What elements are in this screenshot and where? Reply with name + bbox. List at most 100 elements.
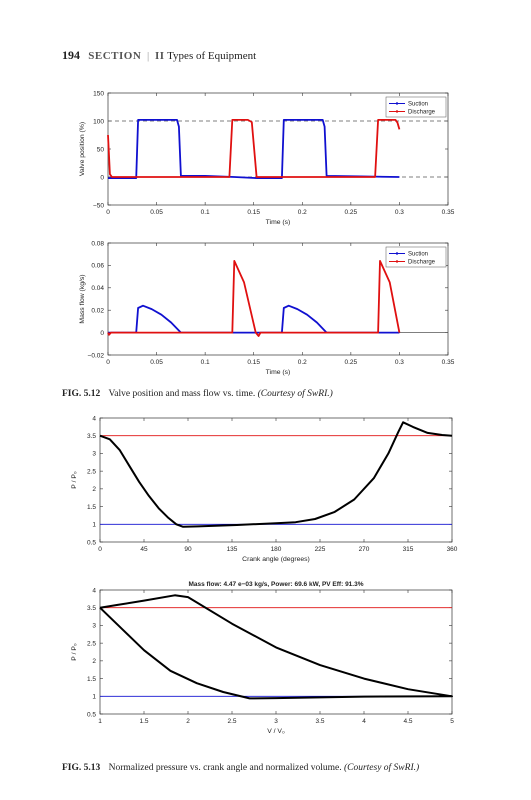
caption-text: Normalized pressure vs. crank angle and …	[108, 763, 342, 773]
x-tick-label: 1	[98, 718, 102, 725]
y-tick-label: 0	[100, 174, 104, 181]
y-tick-label: 1.5	[87, 504, 96, 511]
section-title: Types of Equipment	[167, 50, 257, 62]
chart-mass: 0 0.05 0.1 0.15 0.2 0.25 0.3 0.35−0.0200.020.04…	[79, 240, 455, 376]
x-tick-label: 315	[403, 546, 414, 553]
x-tick-label: 0.05	[150, 209, 163, 216]
y-tick-label: 4	[92, 415, 96, 422]
x-tick-label: 0.1	[201, 359, 210, 366]
plot-frame	[99, 417, 453, 543]
x-tick-label: 0.35	[442, 209, 455, 216]
figure-label: FIG. 5.12	[62, 389, 101, 399]
x-tick-label: 3	[274, 718, 278, 725]
series-line	[99, 421, 453, 528]
y-tick-label: 3.5	[87, 433, 96, 440]
figure-caption-5-12: FIG. 5.12 Valve position and mass flow v…	[62, 389, 333, 399]
y-tick-label: 1	[92, 694, 96, 701]
x-tick-label: 0.35	[442, 359, 455, 366]
legend-label: Discharge	[408, 260, 436, 266]
x-tick-label: 0	[106, 359, 110, 366]
series-line-suction	[108, 119, 400, 179]
y-tick-label: 50	[97, 146, 105, 153]
x-tick-label: 0.25	[345, 359, 358, 366]
y-tick-label: 3	[92, 623, 96, 630]
y-axis-label: Valve position (%)	[79, 122, 86, 176]
x-tick-label: 0	[98, 546, 102, 553]
caption-credit: (Courtesy of SwRI.)	[343, 763, 420, 773]
x-tick-label: 0.05	[150, 359, 163, 366]
x-tick-label: 0.25	[345, 209, 358, 216]
y-axis-label: P / P₀	[71, 643, 78, 661]
section-label: SECTION	[88, 50, 142, 62]
x-tick-label: 135	[227, 546, 238, 553]
x-tick-label: 2.5	[227, 718, 236, 725]
divider: |	[147, 50, 150, 62]
y-tick-label: 2	[92, 658, 96, 665]
y-tick-label: 3	[92, 451, 96, 458]
y-tick-label: 1	[92, 522, 96, 529]
x-tick-label: 4.5	[403, 718, 412, 725]
running-head: 194 SECTION | II Types of Equipment	[62, 48, 256, 63]
x-tick-label: 0.2	[298, 359, 307, 366]
x-tick-label: 2	[186, 718, 190, 725]
x-tick-label: 0.15	[247, 359, 260, 366]
figure-caption-5-13: FIG. 5.13 Normalized pressure vs. crank …	[62, 763, 419, 773]
page-number: 194	[62, 48, 80, 62]
x-tick-label: 360	[447, 546, 458, 553]
y-tick-label: −50	[93, 202, 104, 209]
x-tick-label: 0.3	[395, 209, 404, 216]
x-tick-label: 45	[140, 546, 148, 553]
y-tick-label: 100	[93, 118, 104, 125]
series-line	[99, 594, 453, 700]
x-tick-label: 90	[184, 546, 192, 553]
legend-marker	[395, 110, 399, 113]
y-tick-label: 2.5	[87, 640, 96, 647]
y-tick-label: 0.5	[87, 711, 96, 718]
y-tick-label: 0.02	[91, 308, 104, 315]
x-tick-label: 0.15	[247, 209, 260, 216]
x-tick-label: 270	[359, 546, 370, 553]
y-tick-label: 2.5	[87, 468, 96, 475]
x-tick-label: 4	[362, 718, 366, 725]
x-tick-label: 180	[271, 546, 282, 553]
x-tick-label: 0.3	[395, 359, 404, 366]
chart-pv: 1 1.5 2 2.5 3 3.5 4 4.5 50.511.522.533.54V / V₀P…	[71, 581, 454, 735]
x-tick-label: 5	[450, 718, 454, 725]
chart-valve: 0 0.05 0.1 0.15 0.2 0.25 0.3 0.35−50050100150Ti…	[79, 90, 455, 226]
x-tick-label: 0	[106, 209, 110, 216]
caption-credit: (Courtesy of SwRI.)	[257, 389, 333, 399]
y-axis-label: P / P₀	[71, 471, 78, 489]
y-tick-label: 2	[92, 486, 96, 493]
legend-marker	[395, 260, 399, 263]
x-axis-label: V / V₀	[267, 728, 285, 735]
y-tick-label: 150	[93, 90, 104, 97]
y-tick-label: 0.08	[91, 240, 104, 247]
y-tick-label: 1.5	[87, 676, 96, 683]
y-axis-label: Mass flow (kg/s)	[79, 274, 86, 323]
y-tick-label: −0.02	[88, 352, 105, 359]
x-tick-label: 225	[315, 546, 326, 553]
x-tick-label: 0.2	[298, 209, 307, 216]
legend-label: Suction	[408, 252, 428, 258]
y-tick-label: 4	[92, 587, 96, 594]
y-tick-label: 0.06	[91, 263, 104, 270]
x-axis-label: Time (s)	[266, 369, 291, 376]
y-tick-label: 3.5	[87, 605, 96, 612]
y-tick-label: 0.04	[91, 285, 104, 292]
legend-label: Discharge	[408, 110, 436, 116]
legend-marker	[395, 102, 399, 105]
x-tick-label: 3.5	[315, 718, 324, 725]
series-line-discharge	[107, 260, 401, 337]
series-line-discharge	[107, 119, 401, 178]
legend-marker	[395, 252, 399, 255]
legend-label: Suction	[408, 102, 428, 108]
chart-crank: 0 45 90 135 180 225 270 315 360 0.5 1 1.5 2 2.5 3 3.5 4 C…	[71, 415, 458, 563]
x-axis-label: Crank angle (degrees)	[242, 556, 310, 563]
legend: Suction Discharge	[385, 246, 447, 268]
x-tick-label: 1.5	[139, 718, 148, 725]
legend: Suction Discharge	[385, 96, 447, 118]
section-number: II	[154, 50, 165, 62]
y-tick-label: 0.5	[87, 539, 96, 546]
x-axis-label: Time (s)	[266, 219, 291, 226]
